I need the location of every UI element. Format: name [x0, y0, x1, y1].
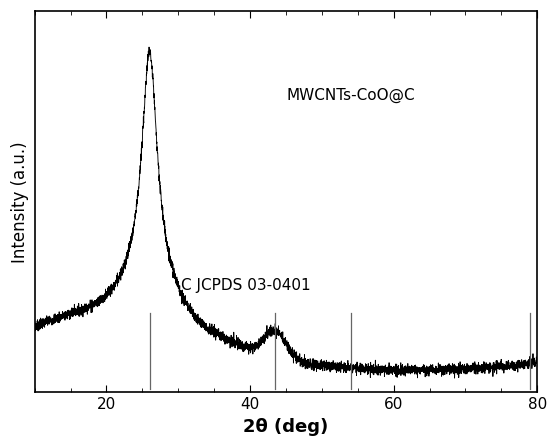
X-axis label: 2θ (deg): 2θ (deg)	[243, 418, 329, 436]
Y-axis label: Intensity (a.u.): Intensity (a.u.)	[11, 141, 29, 262]
Text: MWCNTs-CoO@C: MWCNTs-CoO@C	[287, 88, 416, 103]
Text: C JCPDS 03-0401: C JCPDS 03-0401	[181, 278, 311, 293]
